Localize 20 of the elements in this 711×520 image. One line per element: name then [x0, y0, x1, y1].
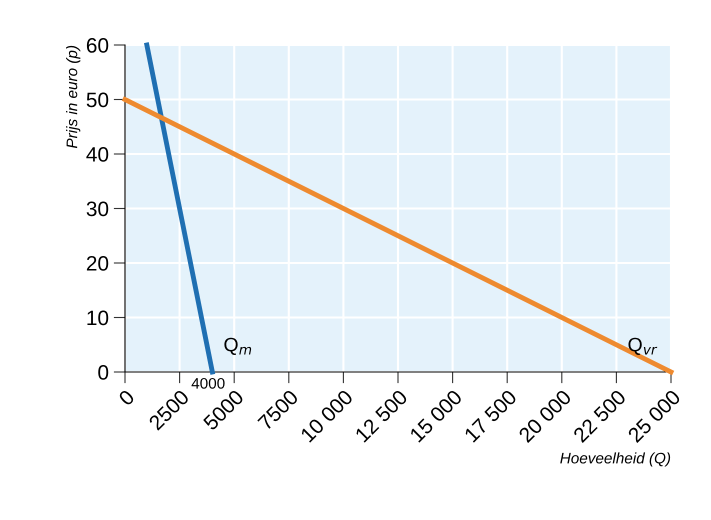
x-tick-label: 22 500 — [572, 388, 627, 444]
x-axis-title: Hoeveelheid (Q) — [560, 452, 670, 467]
y-axis-title: Prijs in euro (p) — [66, 46, 80, 148]
series-label: Q$_{m}$ — [224, 338, 252, 355]
y-tick-label: 10 — [87, 310, 108, 326]
y-tick-label: 40 — [86, 147, 108, 162]
series-label: Q$_{vr}$ — [628, 338, 658, 355]
x-tick-label: 12 500 — [354, 388, 408, 443]
y-tick-label: 0 — [98, 365, 108, 380]
x-tick-label: 10 000 — [300, 388, 354, 443]
annotation: 4000 — [192, 378, 225, 389]
y-tick-label: 20 — [86, 256, 108, 271]
y-tick-label: 50 — [86, 92, 108, 108]
x-tick-label: 20 000 — [518, 388, 572, 444]
x-tick-label: 15 000 — [409, 388, 463, 443]
x-tick-label: 0 — [118, 388, 136, 406]
x-tick-label: 25 000 — [627, 388, 682, 444]
y-tick-label: 60 — [86, 38, 108, 53]
y-tick-label: 30 — [86, 202, 108, 216]
x-tick-label: 17 500 — [464, 388, 518, 443]
